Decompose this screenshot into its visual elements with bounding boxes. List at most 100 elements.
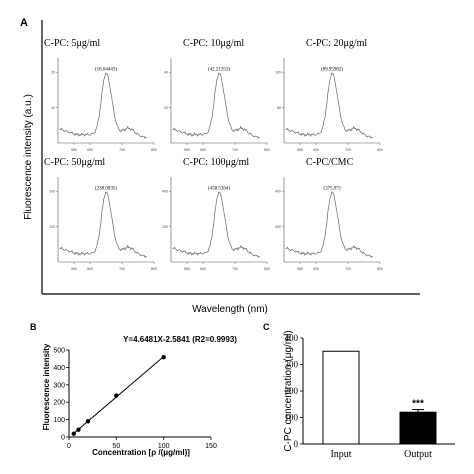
b-x-tick-label: 50 — [112, 443, 120, 450]
peak-label: (42.21353) — [208, 67, 230, 72]
b-data-point — [71, 431, 76, 436]
b-x-tick-label: 0 — [67, 443, 71, 450]
subplot-2: C-PC: 10μg/ml 550 600 700 800 20 40 (42.21353) — [164, 38, 270, 152]
subplot-title: C-PC: 5μg/ml — [44, 38, 100, 49]
b-data-point — [161, 355, 166, 360]
c-y-tick-label: 200 — [285, 386, 299, 396]
panel-b: B Y=4.6481X-2.5841 (R2=0.9993) Fluoresce… — [30, 322, 237, 457]
panel-b-xlabel: Concentration [ρ /(μg/ml)] — [92, 448, 190, 457]
panel-b-equation: Y=4.6481X-2.5841 (R2=0.9993) — [123, 335, 237, 344]
subplot-x-tick-label: 800 — [377, 148, 383, 152]
subplot-y-tick-label: 200 — [49, 190, 55, 194]
subplot-x-tick-label: 550 — [297, 267, 303, 271]
panel-a-ylabel: Fluorescence intensity (a.u.) — [23, 94, 34, 220]
subplot-x-tick-label: 600 — [200, 148, 206, 152]
subplot-x-tick-label: 550 — [184, 267, 190, 271]
spectrum-line — [285, 72, 374, 139]
subplot-x-tick-label: 550 — [184, 148, 190, 152]
subplot-y-tick-label: 400 — [275, 190, 281, 194]
subplot-y-tick-label: 50 — [277, 106, 281, 110]
subplot-x-tick-label: 800 — [264, 267, 270, 271]
subplot-x-tick-label: 700 — [119, 267, 125, 271]
subplot-x-tick-label: 800 — [264, 148, 270, 152]
subplot-x-tick-label: 700 — [345, 148, 351, 152]
panel-c-letter: C — [263, 322, 270, 332]
subplot-y-tick-label: 200 — [162, 225, 168, 229]
subplot-x-tick-label: 800 — [377, 267, 383, 271]
subplot-y-tick-label: 100 — [275, 71, 281, 75]
subplot-x-tick-label: 600 — [313, 267, 319, 271]
c-category-label: Input — [330, 449, 351, 460]
b-x-tick-label: 100 — [158, 443, 170, 450]
subplot-x-tick-label: 550 — [71, 148, 77, 152]
spectrum-line — [285, 191, 374, 258]
subplot-5: C-PC: 100μg/ml 550 600 700 800 200 400 (458.536… — [162, 157, 270, 271]
b-y-tick-label: 200 — [53, 400, 65, 407]
subplot-x-tick-label: 600 — [87, 148, 93, 152]
subplot-title: C-PC: 10μg/ml — [183, 38, 244, 49]
subplot-1: C-PC: 5μg/ml 550 600 700 800 10 20 (18.64443) — [44, 38, 157, 152]
subplot-x-tick-label: 600 — [200, 267, 206, 271]
subplot-y-tick-label: 20 — [164, 106, 168, 110]
subplot-y-tick-label: 20 — [51, 71, 55, 75]
b-data-point — [114, 393, 119, 398]
subplot-y-tick-label: 200 — [275, 225, 281, 229]
subplot-x-tick-label: 800 — [151, 148, 157, 152]
subplot-y-tick-label: 40 — [164, 71, 168, 75]
c-y-tick-label: 300 — [285, 360, 299, 370]
b-x-tick-label: 150 — [205, 443, 217, 450]
c-significance-mark: *** — [412, 399, 424, 410]
subplot-title: C-PC: 50μg/ml — [44, 157, 105, 168]
subplot-6: C-PC/CMC 550 600 700 800 200 400 (375.97) — [275, 157, 383, 271]
b-y-tick-label: 300 — [53, 382, 65, 389]
peak-label: (375.97) — [323, 186, 340, 191]
subplot-y-tick-label: 100 — [49, 225, 55, 229]
peak-label: (89.95982) — [321, 67, 343, 72]
subplot-3: C-PC: 20μg/ml 550 600 700 800 50 100 (89.95982) — [275, 38, 383, 152]
b-y-tick-label: 100 — [53, 417, 65, 424]
b-y-tick-label: 0 — [61, 435, 65, 442]
c-y-tick-label: 100 — [285, 413, 299, 423]
peak-label: (238.0835) — [95, 186, 117, 191]
panel-b-plot: 0 100 200 300 400 500 0 50 100 150 — [53, 348, 217, 451]
subplot-title: C-PC/CMC — [306, 157, 354, 168]
b-y-tick-label: 400 — [53, 365, 65, 372]
panel-c-plot: 0 100 200 300 400 Input Output *** — [285, 333, 455, 460]
b-data-point — [85, 419, 91, 424]
spectrum-line — [59, 72, 148, 139]
subplot-y-tick-label: 10 — [51, 106, 55, 110]
panel-b-letter: B — [30, 322, 37, 332]
panel-a-xlabel: Wavelength (nm) — [192, 304, 268, 315]
panel-c-ylabel: C-PC concentration (μg/ml) — [283, 330, 294, 451]
subplot-x-tick-label: 700 — [232, 148, 238, 152]
subplot-x-tick-label: 800 — [151, 267, 157, 271]
c-category-label: Output — [404, 449, 432, 460]
subplot-x-tick-label: 600 — [87, 267, 93, 271]
subplot-x-tick-label: 700 — [232, 267, 238, 271]
subplot-title: C-PC: 20μg/ml — [306, 38, 367, 49]
subplot-y-tick-label: 400 — [162, 190, 168, 194]
subplot-x-tick-label: 600 — [313, 148, 319, 152]
c-bar-input — [322, 350, 360, 445]
b-y-tick-label: 500 — [53, 348, 65, 355]
subplot-x-tick-label: 550 — [71, 267, 77, 271]
c-bar-output — [399, 411, 437, 445]
c-y-tick-label: 0 — [294, 439, 299, 449]
spectrum-line — [59, 191, 148, 258]
c-y-tick-label: 400 — [285, 333, 299, 343]
panel-a: A Fluorescence intensity (a.u.) Waveleng… — [20, 17, 420, 315]
subplot-x-tick-label: 700 — [119, 148, 125, 152]
peak-label: (18.64443) — [95, 67, 117, 72]
subplot-title: C-PC: 100μg/ml — [183, 157, 249, 168]
subplot-x-tick-label: 550 — [297, 148, 303, 152]
subplot-x-tick-label: 700 — [345, 267, 351, 271]
b-data-point — [76, 427, 81, 432]
spectrum-line — [172, 72, 261, 139]
spectrum-line — [172, 191, 261, 258]
peak-label: (458.5364) — [208, 186, 230, 191]
panel-a-letter: A — [20, 17, 28, 29]
panel-b-ylabel: Fluorescence intensity — [42, 343, 51, 430]
panel-c: C C-PC concentration (μg/ml) 0 100 200 300 4… — [263, 322, 455, 460]
